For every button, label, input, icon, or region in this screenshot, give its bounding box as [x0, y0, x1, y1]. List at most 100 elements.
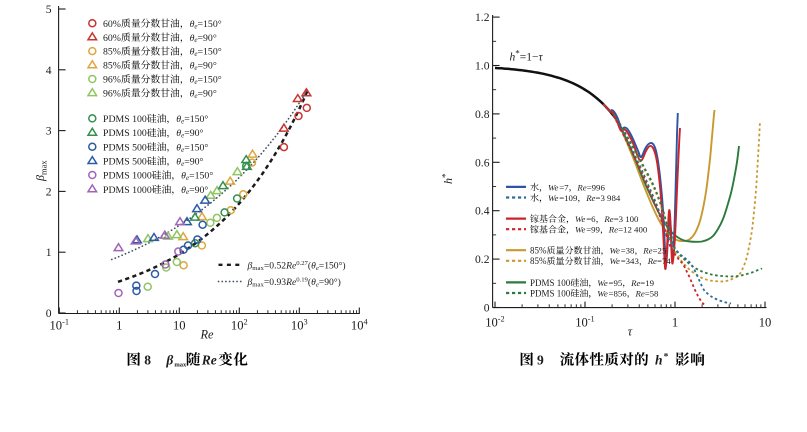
svg-text:=12 400: =12 400	[618, 225, 648, 235]
svg-text:h: h	[655, 353, 663, 368]
svg-text:=58: =58	[645, 288, 659, 298]
svg-text:θ: θ	[176, 114, 181, 125]
svg-text:PDMS 100: PDMS 100	[530, 288, 571, 298]
svg-text:0.4: 0.4	[475, 205, 490, 218]
svg-text:=996: =996	[587, 182, 606, 192]
svg-text:60%: 60%	[103, 33, 121, 44]
svg-text:-1: -1	[62, 318, 69, 327]
svg-text:Re: Re	[285, 260, 297, 271]
svg-text:e: e	[194, 64, 197, 72]
svg-text:τ: τ	[539, 52, 544, 64]
svg-text:θ: θ	[176, 157, 181, 168]
svg-text:5: 5	[46, 3, 52, 16]
svg-text:4: 4	[364, 318, 369, 327]
svg-text:e: e	[194, 22, 197, 30]
svg-text:=3 100: =3 100	[614, 214, 639, 224]
svg-text:β: β	[33, 175, 47, 182]
svg-text:max: max	[174, 361, 187, 368]
svg-text:=99: =99	[586, 225, 600, 235]
svg-text:10: 10	[231, 319, 244, 333]
svg-text:=90°: =90°	[189, 185, 208, 196]
svg-text:τ: τ	[628, 325, 633, 339]
svg-text:=150°: =150°	[198, 47, 222, 58]
svg-text:=150°: =150°	[198, 75, 222, 86]
svg-text:96%: 96%	[103, 75, 121, 86]
svg-text:=150°: =150°	[184, 142, 208, 153]
svg-text:=25: =25	[653, 246, 667, 256]
svg-text:e: e	[181, 146, 184, 154]
svg-text:PDMS 100: PDMS 100	[103, 114, 147, 125]
svg-text:Re: Re	[603, 214, 613, 224]
svg-text:=3 984: =3 984	[596, 193, 621, 203]
svg-text:-2: -2	[498, 315, 505, 324]
svg-text:We: We	[597, 288, 608, 298]
svg-text:h: h	[510, 52, 516, 64]
svg-text:3: 3	[46, 125, 52, 138]
svg-text:Re: Re	[285, 277, 297, 288]
svg-text:e: e	[194, 50, 197, 58]
svg-text:0.27: 0.27	[296, 260, 308, 267]
svg-text:=7: =7	[559, 182, 569, 192]
svg-text:85%: 85%	[103, 47, 121, 58]
svg-text:We: We	[575, 225, 586, 235]
svg-text:θ: θ	[311, 277, 316, 288]
svg-text:0: 0	[46, 307, 52, 320]
svg-text:=90°: =90°	[184, 128, 203, 139]
svg-text:=0.93: =0.93	[264, 277, 286, 288]
svg-text:=90°: =90°	[198, 61, 217, 72]
svg-text:=150°: =150°	[198, 19, 222, 30]
svg-text:10: 10	[291, 319, 304, 333]
svg-text:1: 1	[672, 316, 678, 330]
svg-text:=856: =856	[609, 288, 628, 298]
svg-text:0.8: 0.8	[475, 108, 490, 121]
svg-text:PDMS 500: PDMS 500	[103, 142, 147, 153]
svg-text:1: 1	[46, 246, 52, 259]
svg-text:10: 10	[50, 319, 63, 333]
svg-text:β: β	[247, 277, 253, 288]
svg-text:Re: Re	[585, 193, 595, 203]
svg-text:=90°: =90°	[198, 33, 217, 44]
svg-text:β: β	[165, 353, 173, 368]
svg-text:θ: θ	[190, 47, 195, 58]
svg-text:e: e	[316, 265, 319, 272]
svg-text:=1−: =1−	[520, 52, 539, 64]
svg-text:max: max	[252, 265, 264, 272]
svg-text:Re: Re	[608, 225, 618, 235]
svg-text:=74: =74	[657, 256, 671, 266]
svg-text:θ: θ	[181, 185, 186, 196]
svg-text:=343: =343	[621, 256, 640, 266]
svg-text:=150°: =150°	[189, 171, 213, 182]
svg-text:*: *	[664, 353, 669, 363]
svg-text:2: 2	[46, 185, 52, 198]
svg-text:We: We	[610, 246, 621, 256]
svg-text:=90°: =90°	[184, 157, 203, 168]
svg-text:θ: θ	[311, 260, 316, 271]
svg-text:(: (	[308, 277, 311, 288]
svg-text:β: β	[247, 260, 253, 271]
svg-text:96%: 96%	[103, 89, 121, 100]
svg-text:We: We	[548, 182, 559, 192]
svg-text:3: 3	[304, 318, 308, 327]
svg-text:We: We	[575, 214, 586, 224]
svg-text:e: e	[194, 36, 197, 44]
svg-text:e: e	[316, 282, 319, 289]
svg-text:0: 0	[484, 302, 490, 315]
svg-text:10: 10	[351, 319, 364, 333]
svg-text:-1: -1	[588, 315, 595, 324]
svg-text:Re: Re	[642, 246, 652, 256]
svg-text:θ: θ	[190, 61, 195, 72]
svg-text:Re: Re	[647, 256, 657, 266]
svg-text:Re: Re	[201, 353, 217, 368]
svg-text:0.19: 0.19	[296, 277, 308, 284]
svg-text:2: 2	[244, 318, 248, 327]
svg-text:Re: Re	[630, 278, 640, 288]
svg-text:9: 9	[537, 353, 544, 368]
svg-text:PDMS 100: PDMS 100	[530, 278, 571, 288]
svg-text:max: max	[39, 160, 49, 175]
svg-text:85%: 85%	[103, 61, 121, 72]
svg-text:10: 10	[575, 316, 588, 330]
svg-text:θ: θ	[176, 142, 181, 153]
svg-text:=6: =6	[586, 214, 596, 224]
svg-text:θ: θ	[190, 89, 195, 100]
svg-text:e: e	[181, 160, 184, 168]
